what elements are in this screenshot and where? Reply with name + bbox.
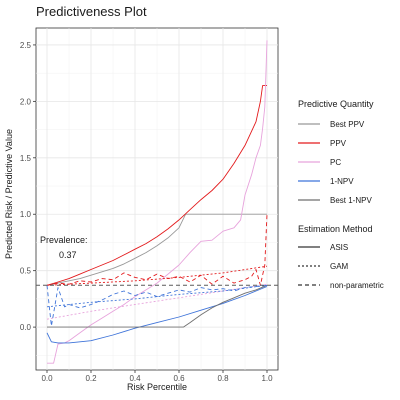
y-axis-label: Predicted Risk / Predictive Value bbox=[4, 129, 14, 259]
series-best-ppv-asis bbox=[46, 213, 267, 286]
series-ppv-non-parametric bbox=[46, 214, 268, 286]
y-tick-label: 0.5 bbox=[20, 267, 32, 276]
series-best-1-npv-asis bbox=[47, 284, 268, 328]
legend: Predictive Quantity Estimation Method Be… bbox=[298, 99, 384, 290]
legend-label: PC bbox=[330, 158, 341, 167]
x-tick-label: 0.0 bbox=[41, 374, 53, 383]
x-axis-label: Risk Percentile bbox=[127, 382, 187, 392]
legend-label: non-parametric bbox=[330, 281, 384, 290]
series-pc-asis bbox=[47, 40, 268, 364]
legend-label: 1-NPV bbox=[330, 177, 354, 186]
x-tick-label: 0.6 bbox=[173, 374, 185, 383]
y-tick-label: 1.5 bbox=[20, 154, 32, 163]
series-ppv-gam bbox=[46, 265, 268, 286]
legend-label: ASIS bbox=[330, 243, 348, 252]
series-lines bbox=[36, 40, 278, 364]
legend-quantity-title: Predictive Quantity bbox=[298, 99, 374, 109]
y-tick-label: 2.5 bbox=[20, 41, 32, 50]
y-tick-label: 2.0 bbox=[20, 97, 32, 106]
axis-ticks: 0.0 0.2 0.4 0.6 0.8 1.0 0.0 0.5 1.0 1.5 2.0 2.5 bbox=[20, 41, 273, 383]
legend-label: GAM bbox=[330, 262, 349, 271]
y-tick-label: 1.0 bbox=[20, 210, 32, 219]
legend-label: Best 1-NPV bbox=[330, 196, 372, 205]
x-tick-label: 1.0 bbox=[261, 374, 273, 383]
legend-label: PPV bbox=[330, 139, 347, 148]
prevalence-value: 0.37 bbox=[59, 250, 77, 260]
x-tick-label: 0.4 bbox=[129, 374, 141, 383]
x-tick-label: 0.8 bbox=[217, 374, 229, 383]
legend-method-title: Estimation Method bbox=[298, 224, 373, 234]
chart-title: Predictiveness Plot bbox=[36, 4, 147, 19]
series-ppv-asis bbox=[46, 85, 267, 286]
legend-label: Best PPV bbox=[330, 120, 365, 129]
x-tick-label: 0.2 bbox=[85, 374, 97, 383]
y-tick-label: 0.0 bbox=[20, 323, 32, 332]
prevalence-label: Prevalence: bbox=[40, 235, 88, 245]
